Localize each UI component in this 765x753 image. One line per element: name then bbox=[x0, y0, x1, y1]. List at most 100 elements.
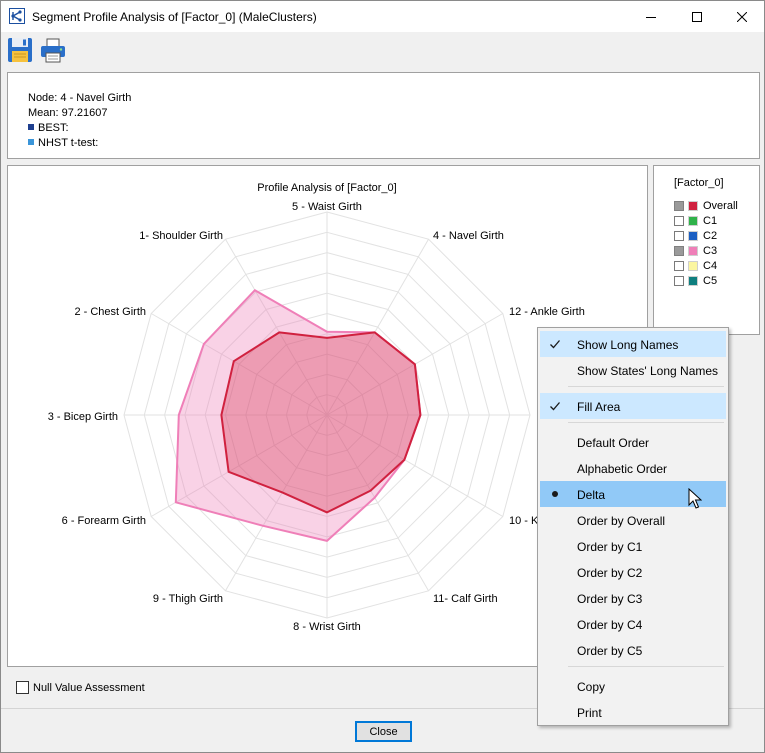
legend-item-c5[interactable]: C5 bbox=[674, 274, 717, 287]
grid-spoke bbox=[326, 414, 429, 592]
axis-label: 4 - Navel Girth bbox=[433, 230, 504, 242]
mouse-cursor-icon bbox=[688, 488, 702, 509]
axis-label: 8 - Wrist Girth bbox=[293, 621, 361, 633]
menu-item-order-by-overall[interactable]: Order by Overall bbox=[540, 507, 726, 533]
menu-item-order-by-c4[interactable]: Order by C4 bbox=[540, 611, 726, 637]
legend-label: C1 bbox=[703, 214, 718, 227]
legend-checkbox[interactable] bbox=[674, 200, 684, 211]
menu-item-label: Fill Area bbox=[577, 400, 621, 414]
legend-checkbox[interactable] bbox=[674, 260, 684, 271]
menu-item-label: Order by C3 bbox=[577, 592, 643, 606]
close-icon bbox=[737, 11, 747, 22]
legend-label: C4 bbox=[703, 259, 718, 272]
menu-item-print[interactable]: Print bbox=[540, 699, 726, 725]
save-icon bbox=[8, 38, 32, 62]
null-value-checkbox[interactable] bbox=[16, 681, 29, 694]
menu-separator bbox=[568, 386, 724, 387]
minimize-button[interactable] bbox=[628, 1, 674, 32]
menu-item-order-by-c1[interactable]: Order by C1 bbox=[540, 533, 726, 559]
toolbar bbox=[1, 32, 764, 68]
menu-item-label: Order by C5 bbox=[577, 644, 643, 658]
close-button[interactable]: Close bbox=[355, 721, 412, 742]
grid-spoke bbox=[326, 414, 504, 517]
minimize-icon bbox=[646, 16, 656, 18]
legend-swatch bbox=[688, 230, 698, 241]
menu-item-order-by-c2[interactable]: Order by C2 bbox=[540, 559, 726, 585]
menu-item-label: Print bbox=[577, 706, 602, 720]
app-icon bbox=[9, 8, 25, 24]
grid-spoke bbox=[225, 414, 328, 592]
grid-spoke bbox=[326, 238, 429, 416]
axis-label: 5 - Waist Girth bbox=[292, 201, 362, 213]
axis-label: 2 - Chest Girth bbox=[74, 306, 146, 318]
bottom-separator bbox=[1, 708, 764, 709]
menu-item-order-by-c5[interactable]: Order by C5 bbox=[540, 637, 726, 663]
menu-item-label: Order by C2 bbox=[577, 566, 643, 580]
axis-label: 9 - Thigh Girth bbox=[153, 593, 223, 605]
nhst-legend: NHST t-test: bbox=[28, 137, 98, 149]
menu-item-label: Show Long Names bbox=[577, 338, 679, 352]
menu-item-alphabetic-order[interactable]: Alphabetic Order bbox=[540, 455, 726, 481]
menu-item-show-long-names[interactable]: Show Long Names bbox=[540, 331, 726, 357]
node-label: Node: 4 - Navel Girth bbox=[28, 92, 132, 104]
checkmark-icon bbox=[550, 402, 560, 411]
maximize-icon bbox=[692, 11, 702, 22]
legend-item-c3[interactable]: C3 bbox=[674, 244, 717, 257]
checkmark-icon bbox=[550, 340, 560, 349]
legend-swatch bbox=[688, 215, 698, 226]
close-window-button[interactable] bbox=[719, 1, 765, 32]
grid-spoke bbox=[150, 414, 328, 517]
legend-title: [Factor_0] bbox=[674, 177, 724, 189]
legend-label: C5 bbox=[703, 274, 718, 287]
legend-checkbox[interactable] bbox=[674, 215, 684, 226]
radio-dot-icon bbox=[552, 491, 558, 497]
context-menu: Show Long Names Show States' Long Names Fi… bbox=[537, 327, 729, 726]
grid-spoke bbox=[150, 313, 328, 416]
menu-item-label: Order by C1 bbox=[577, 540, 643, 554]
best-legend: BEST: bbox=[28, 122, 69, 134]
maximize-button[interactable] bbox=[674, 1, 720, 32]
legend-item-overall[interactable]: Overall bbox=[674, 199, 738, 212]
legend-item-c1[interactable]: C1 bbox=[674, 214, 717, 227]
legend-panel: [Factor_0] Overall C1 C2 C3 C4 C5 bbox=[653, 165, 760, 335]
menu-item-label: Show States' Long Names bbox=[577, 364, 719, 378]
axis-label: 12 - Ankle Girth bbox=[509, 306, 585, 318]
legend-item-c2[interactable]: C2 bbox=[674, 229, 717, 242]
chart-title: Profile Analysis of [Factor_0] bbox=[257, 182, 396, 194]
menu-separator bbox=[568, 422, 724, 423]
legend-checkbox[interactable] bbox=[674, 245, 684, 256]
nhst-label: NHST t-test: bbox=[38, 137, 99, 149]
legend-swatch bbox=[688, 260, 698, 271]
axis-label: 6 - Forearm Girth bbox=[62, 515, 146, 527]
menu-item-label: Order by Overall bbox=[577, 514, 666, 528]
best-label: BEST: bbox=[38, 122, 69, 134]
save-button[interactable] bbox=[6, 36, 34, 64]
info-panel: Node: 4 - Navel Girth Mean: 97.21607 BES… bbox=[7, 72, 760, 159]
menu-item-label: Copy bbox=[577, 680, 606, 694]
nhst-swatch bbox=[28, 139, 34, 145]
print-icon bbox=[41, 38, 65, 63]
grid-spoke bbox=[225, 238, 328, 416]
menu-item-show-states-long-names[interactable]: Show States' Long Names bbox=[540, 357, 726, 383]
legend-swatch bbox=[688, 200, 698, 211]
series-overall bbox=[220, 331, 422, 514]
mean-label: Mean: 97.21607 bbox=[28, 107, 108, 119]
legend-swatch bbox=[688, 245, 698, 256]
axis-label: 1- Shoulder Girth bbox=[139, 230, 223, 242]
null-value-assessment[interactable]: Null Value Assessment bbox=[16, 681, 145, 694]
best-swatch bbox=[28, 124, 34, 130]
menu-item-fill-area[interactable]: Fill Area bbox=[540, 393, 726, 419]
menu-item-order-by-c3[interactable]: Order by C3 bbox=[540, 585, 726, 611]
radar-chart: Profile Analysis of [Factor_0] 5 - Waist … bbox=[48, 182, 597, 633]
legend-checkbox[interactable] bbox=[674, 275, 684, 286]
print-button[interactable] bbox=[39, 36, 67, 64]
menu-separator bbox=[568, 666, 724, 667]
menu-item-copy[interactable]: Copy bbox=[540, 673, 726, 699]
window-title: Segment Profile Analysis of [Factor_0] (… bbox=[32, 10, 317, 24]
legend-item-c4[interactable]: C4 bbox=[674, 259, 717, 272]
menu-item-default-order[interactable]: Default Order bbox=[540, 429, 726, 455]
legend-label: Overall bbox=[703, 199, 738, 212]
legend-checkbox[interactable] bbox=[674, 230, 684, 241]
axis-label: 11- Calf Girth bbox=[433, 593, 498, 605]
legend-swatch bbox=[688, 275, 698, 286]
